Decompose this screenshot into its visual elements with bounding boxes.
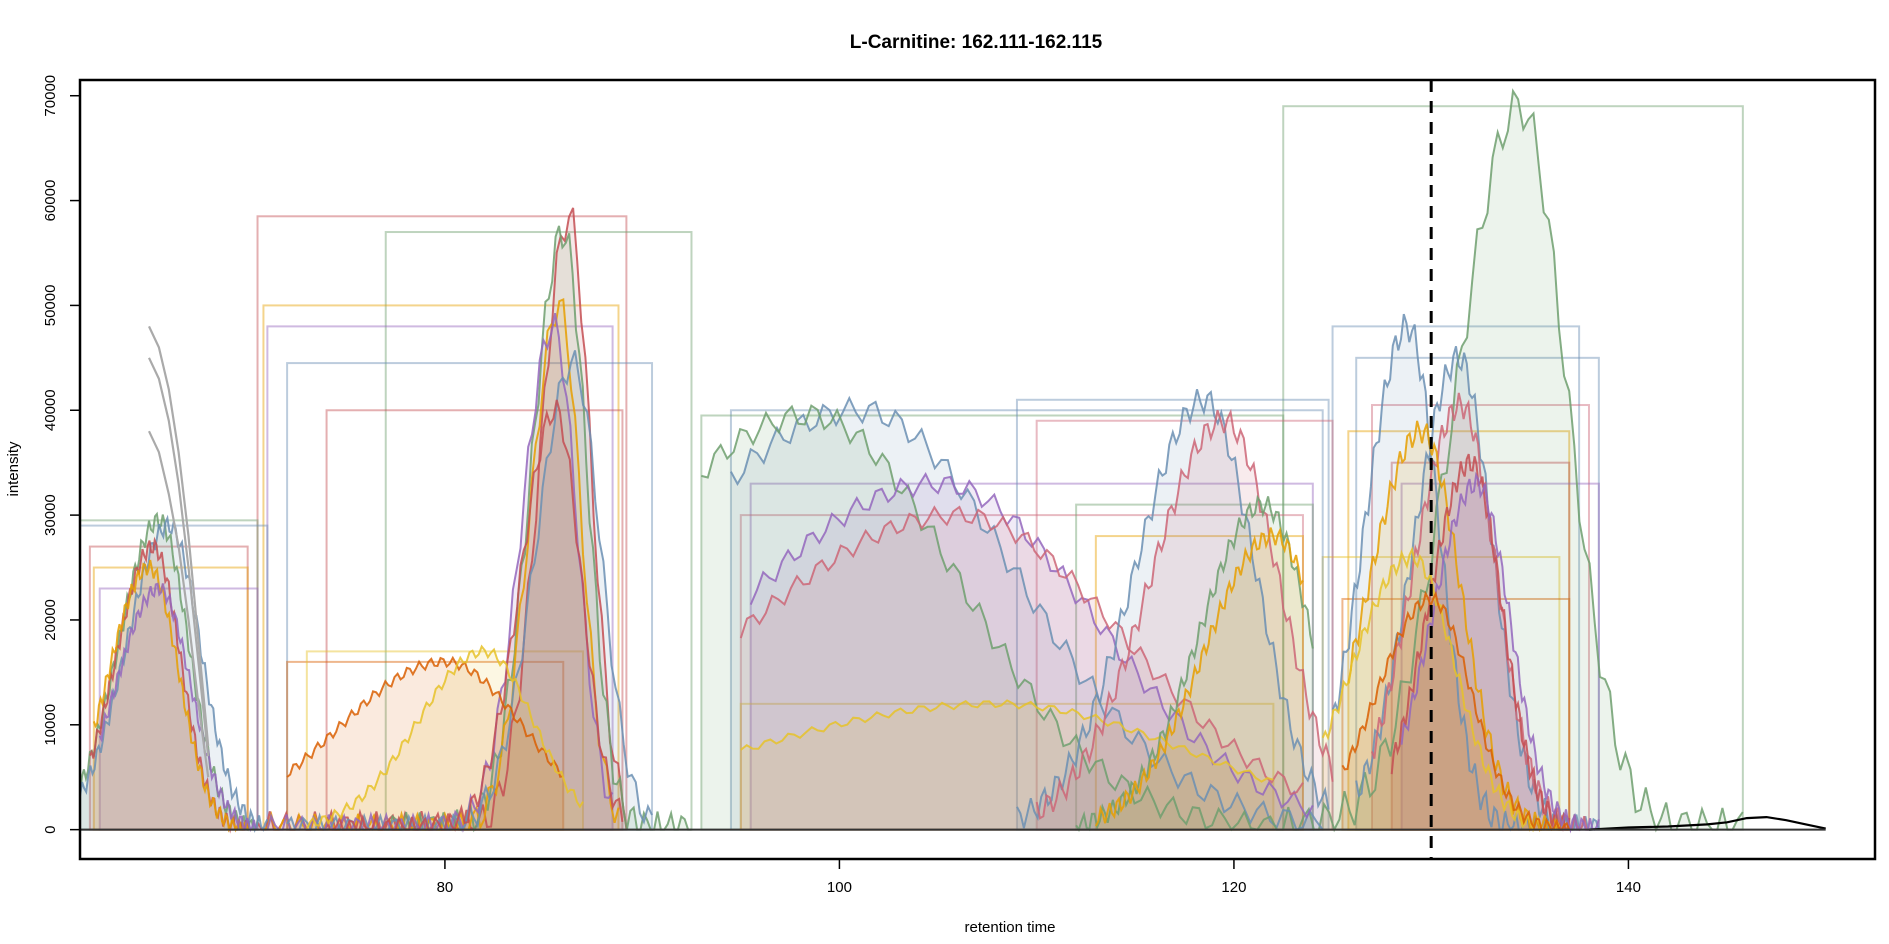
peak-trace	[749, 472, 1314, 820]
peak-area	[326, 399, 623, 830]
y-tick-label: 40000	[42, 389, 59, 431]
background-trace	[148, 325, 210, 746]
y-tick-label: 50000	[42, 285, 59, 327]
chart-title: L-Carnitine: 162.111-162.115	[850, 32, 1103, 53]
peak-area	[267, 313, 613, 830]
peak-area	[701, 405, 1284, 830]
peak-areas	[80, 91, 1743, 830]
peak-trace	[740, 699, 1274, 783]
y-tick-label: 0	[42, 825, 59, 833]
x-axis: 80 100 120 140	[437, 859, 1641, 896]
peak-area	[263, 299, 619, 830]
peak-area	[1322, 549, 1560, 830]
peak-area	[80, 514, 258, 830]
peak-trace	[1390, 453, 1571, 831]
peak-area	[1017, 389, 1329, 830]
peak-trace	[1016, 389, 1330, 829]
peak-traces	[80, 88, 1826, 834]
peak-area	[89, 540, 248, 830]
peak-trace	[305, 644, 584, 830]
x-tick-label: 140	[1616, 879, 1641, 896]
peak-trace	[98, 582, 258, 833]
peak-area	[1391, 454, 1570, 830]
background-trace	[1588, 815, 1826, 831]
peak-area	[1332, 314, 1580, 830]
y-tick-label: 30000	[42, 494, 59, 536]
background-trace	[148, 357, 210, 757]
peak-area	[1076, 496, 1313, 830]
peak-area	[1372, 392, 1589, 830]
peak-trace	[1321, 546, 1561, 833]
y-tick-label: 20000	[42, 599, 59, 641]
x-tick-label: 80	[437, 879, 454, 896]
y-tick-label: 60000	[42, 180, 59, 222]
plot-frame	[78, 78, 1877, 861]
plot-area	[80, 80, 1826, 859]
peak-trace	[1371, 392, 1589, 832]
x-tick-label: 120	[1221, 879, 1246, 896]
peak-trace	[1282, 88, 1744, 833]
peak-trace	[1400, 471, 1600, 834]
y-tick-label: 70000	[42, 75, 59, 117]
peak-trace	[1341, 590, 1571, 832]
peak-trace	[701, 404, 1284, 832]
y-tick-label: 10000	[42, 704, 59, 746]
peak-area	[1342, 593, 1570, 830]
peak-area	[1095, 527, 1303, 830]
peak-area	[730, 398, 1323, 830]
peak-trace	[1095, 526, 1304, 827]
peak-trace	[739, 505, 1304, 796]
peak-area	[1401, 475, 1599, 830]
peak-area	[80, 518, 268, 830]
y-axis-label: intensity	[5, 441, 22, 497]
y-axis: 0 10000 20000 30000 40000 50000 60000 70000	[42, 75, 80, 834]
background-trace	[148, 430, 210, 778]
peak-trace	[325, 399, 624, 832]
peak-trace	[730, 395, 1324, 831]
peak-trace	[1035, 408, 1334, 820]
x-axis-label: retention time	[965, 919, 1056, 936]
x-tick-label: 100	[827, 879, 852, 896]
peak-area	[99, 583, 258, 830]
peak-area	[1356, 346, 1599, 830]
peak-trace	[92, 559, 249, 833]
peak-trace	[286, 655, 564, 778]
peak-area	[1283, 91, 1743, 830]
peak-area	[750, 474, 1313, 830]
peak-area	[287, 350, 652, 830]
peak-area	[257, 207, 627, 830]
